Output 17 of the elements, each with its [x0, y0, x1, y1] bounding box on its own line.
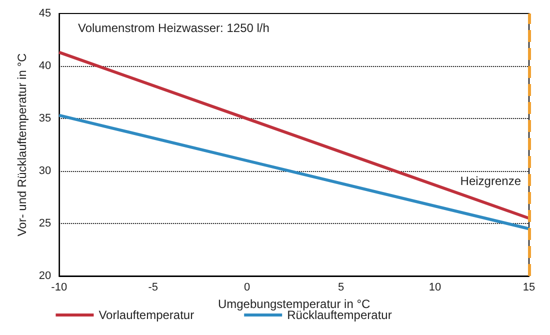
x-tick-label: 0 — [244, 282, 250, 294]
x-tick-label: -5 — [148, 282, 158, 294]
x-tick-label: 15 — [522, 282, 536, 294]
y-tick-label: 35 — [38, 112, 52, 124]
annotation: Volumenstrom Heizwasser: 1250 l/h — [78, 21, 270, 35]
y-tick-label: 40 — [38, 60, 52, 72]
y-tick-label: 30 — [38, 165, 52, 177]
y-axis-title: Vor- und Rücklauftemperatur in °C — [15, 52, 29, 236]
x-axis-title: Umgebungstemperatur in °C — [218, 296, 371, 311]
y-tick-label: 45 — [38, 8, 52, 20]
legend-label: Vorlauftemperatur — [98, 308, 194, 322]
x-tick-label: -10 — [51, 282, 68, 294]
ref-line-label: Heizgrenze — [460, 174, 522, 188]
y-tick-label: 20 — [38, 270, 52, 282]
x-tick-label: 10 — [428, 282, 442, 294]
x-tick-label: 5 — [338, 282, 344, 294]
y-tick-label: 25 — [38, 218, 52, 230]
